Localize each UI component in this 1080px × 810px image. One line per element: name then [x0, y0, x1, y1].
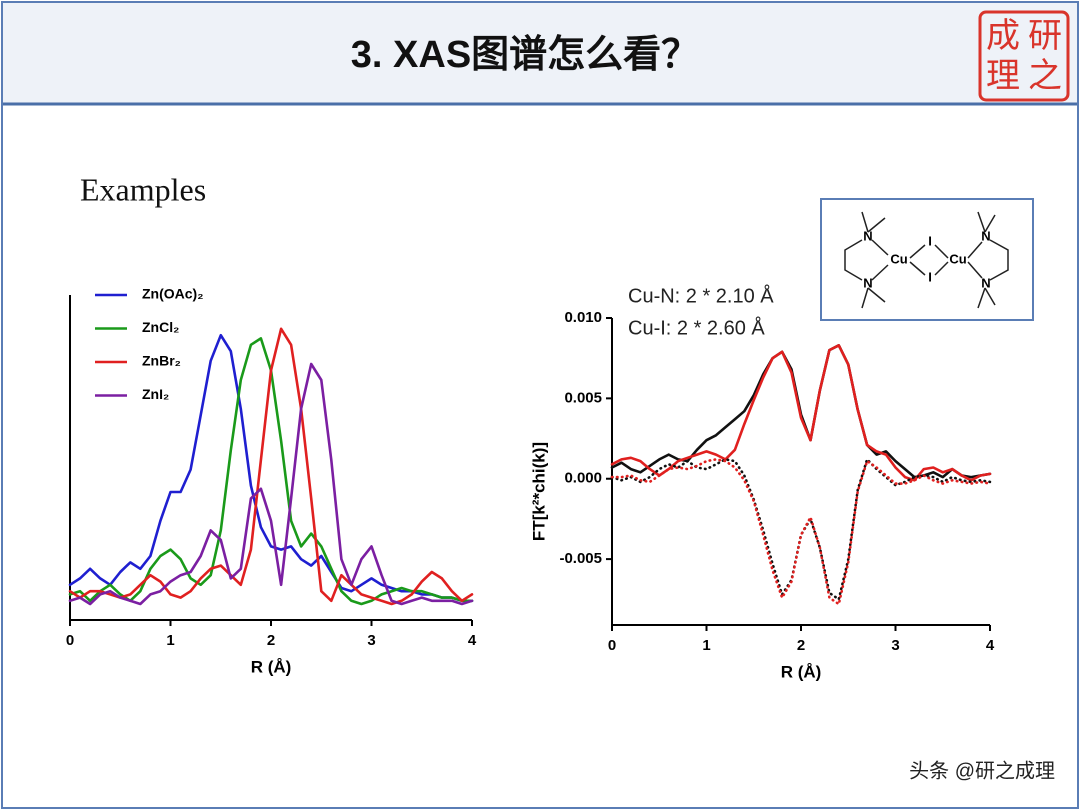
- annotation: Cu-I: 2 * 2.60 Å: [628, 316, 765, 339]
- atom-label: Cu: [949, 251, 966, 266]
- page-title: 3. XAS图谱怎么看？: [351, 34, 699, 76]
- atom-label: N: [981, 275, 990, 290]
- x-tick-label: 3: [367, 632, 375, 649]
- x-tick-label: 1: [166, 632, 174, 649]
- x-tick-label: 4: [986, 637, 995, 654]
- atom-label: Cu: [890, 251, 907, 266]
- y-tick-label: 0.010: [564, 309, 602, 326]
- x-tick-label: 0: [66, 632, 74, 649]
- y-tick-label: 0.005: [564, 389, 602, 406]
- atom-label: N: [863, 228, 872, 243]
- series-line: [610, 344, 992, 482]
- logo-char: 研: [1028, 17, 1062, 55]
- atom-label: I: [928, 233, 932, 248]
- series-line: [68, 333, 474, 603]
- x-axis-title: R (Å): [781, 662, 822, 681]
- logo-char: 之: [1028, 57, 1062, 95]
- y-axis-title: FT[k²*chi(k)]: [529, 442, 548, 541]
- legend-label: ZnCl₂: [142, 319, 179, 335]
- header-band: [3, 3, 1077, 103]
- x-tick-label: 1: [702, 637, 710, 654]
- structure-box: [820, 198, 1034, 321]
- bonds: [844, 211, 1009, 309]
- legend-label: ZnI₂: [142, 386, 169, 402]
- logo-char: 理: [986, 57, 1020, 95]
- logo-char: 成: [986, 17, 1020, 55]
- section-heading: Examples: [80, 171, 206, 207]
- x-tick-label: 0: [608, 637, 616, 654]
- y-tick-label: 0.000: [564, 470, 602, 487]
- atom-label: N: [981, 228, 990, 243]
- y-tick-label: -0.005: [559, 550, 602, 567]
- atom-label: N: [863, 275, 872, 290]
- legend-label: Zn(OAc)₂: [142, 286, 203, 302]
- x-tick-label: 4: [468, 632, 477, 649]
- annotation: Cu-N: 2 * 2.10 Å: [628, 284, 774, 307]
- logo-seal: [978, 10, 1070, 102]
- series-line: [610, 458, 992, 601]
- footer-watermark: 头条 @研之成理: [909, 759, 1055, 782]
- x-tick-label: 2: [797, 637, 805, 654]
- series-line: [68, 362, 474, 606]
- structure: N N Cu I I Cu N N: [820, 198, 1034, 321]
- legend-label: ZnBr₂: [142, 353, 181, 369]
- atom-label: I: [928, 269, 932, 284]
- series-line: [68, 327, 474, 606]
- x-tick-label: 3: [891, 637, 899, 654]
- x-axis-title: R (Å): [251, 657, 292, 676]
- x-tick-label: 2: [267, 632, 275, 649]
